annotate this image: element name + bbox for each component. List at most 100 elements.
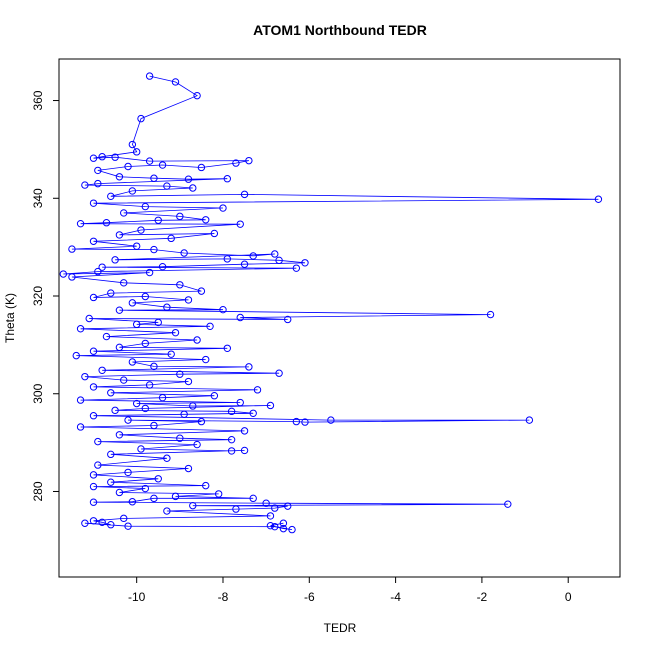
- data-point: [240, 446, 249, 455]
- data-point: [98, 263, 106, 271]
- series-line: [63, 75, 599, 530]
- data-point: [128, 187, 137, 195]
- data-point: [176, 212, 184, 221]
- data-point: [137, 445, 145, 453]
- data-point: [107, 289, 115, 297]
- data-point: [284, 315, 292, 324]
- data-point: [124, 416, 132, 424]
- data-point: [197, 417, 206, 426]
- data-point: [89, 347, 98, 355]
- data-point: [284, 502, 292, 510]
- data-point: [167, 234, 175, 243]
- data-point: [76, 396, 85, 404]
- data-point: [288, 525, 296, 534]
- data-point: [275, 256, 283, 265]
- data-point: [145, 381, 154, 389]
- data-point: [124, 468, 132, 477]
- data-point: [504, 500, 512, 508]
- data-point: [98, 518, 106, 526]
- data-point: [240, 427, 249, 435]
- data-point: [184, 377, 193, 386]
- data-point: [202, 216, 210, 224]
- data-point: [176, 370, 184, 378]
- data-point: [141, 404, 150, 413]
- data-point: [154, 318, 162, 327]
- data-point: [115, 343, 124, 352]
- data-point: [132, 148, 141, 156]
- data-point: [202, 481, 210, 490]
- data-point: [197, 163, 206, 172]
- data-point: [132, 242, 141, 250]
- data-point: [292, 417, 301, 426]
- data-point: [89, 412, 98, 420]
- data-point: [202, 355, 210, 364]
- data-point: [184, 175, 193, 183]
- data-point: [81, 181, 89, 189]
- plot-area: [59, 72, 603, 534]
- data-point: [206, 322, 214, 331]
- data-point: [193, 91, 201, 100]
- data-point: [89, 199, 98, 207]
- data-point: [107, 192, 115, 201]
- data-point: [197, 287, 206, 295]
- x-tick-label: -2: [477, 590, 488, 604]
- data-point: [227, 435, 236, 444]
- data-point: [158, 262, 167, 271]
- data-point: [89, 293, 98, 302]
- x-tick-label: -8: [218, 590, 229, 604]
- data-point: [240, 260, 249, 268]
- data-point: [107, 389, 115, 397]
- data-point: [245, 363, 253, 371]
- data-point: [189, 501, 197, 510]
- data-point: [154, 216, 162, 224]
- data-point: [76, 423, 85, 431]
- data-point: [301, 418, 309, 426]
- data-point: [124, 522, 132, 530]
- x-tick-label: 0: [565, 590, 572, 604]
- data-point: [89, 471, 98, 479]
- chart-title: ATOM1 Northbound TEDR: [253, 22, 427, 38]
- data-point: [249, 252, 257, 260]
- data-point: [81, 372, 89, 381]
- data-point: [236, 220, 244, 228]
- y-tick-label: 300: [31, 383, 45, 403]
- y-tick-label: 320: [31, 286, 45, 306]
- data-point: [158, 161, 167, 169]
- data-point: [266, 401, 275, 410]
- data-point: [223, 255, 232, 263]
- data-point: [158, 393, 167, 402]
- data-point: [150, 362, 158, 371]
- data-point: [150, 174, 158, 182]
- data-point: [184, 296, 193, 304]
- data-point: [219, 305, 227, 314]
- data-point: [94, 179, 102, 188]
- data-point: [180, 410, 188, 418]
- data-point: [189, 402, 197, 410]
- data-point: [292, 264, 301, 272]
- data-point: [128, 498, 137, 506]
- data-point: [214, 490, 223, 498]
- data-point: [150, 421, 158, 430]
- data-point: [132, 399, 141, 408]
- data-point: [89, 237, 98, 245]
- data-point: [245, 156, 253, 165]
- y-tick-label: 360: [31, 90, 45, 110]
- data-point: [128, 358, 137, 366]
- data-point: [279, 519, 288, 527]
- x-tick-label: -10: [128, 590, 146, 604]
- data-point: [141, 484, 150, 493]
- data-point: [266, 521, 275, 530]
- data-point: [81, 519, 89, 527]
- y-tick-label: 340: [31, 188, 45, 208]
- plot-frame: [58, 58, 621, 578]
- data-point: [210, 392, 219, 400]
- data-point: [189, 184, 197, 192]
- data-point: [210, 229, 219, 238]
- data-point: [271, 504, 279, 512]
- data-point: [115, 431, 124, 439]
- data-point: [98, 153, 106, 161]
- y-axis: 280 300 320 340 360: [31, 90, 59, 501]
- data-point: [236, 398, 244, 407]
- data-point: [111, 406, 119, 415]
- data-point: [249, 494, 257, 503]
